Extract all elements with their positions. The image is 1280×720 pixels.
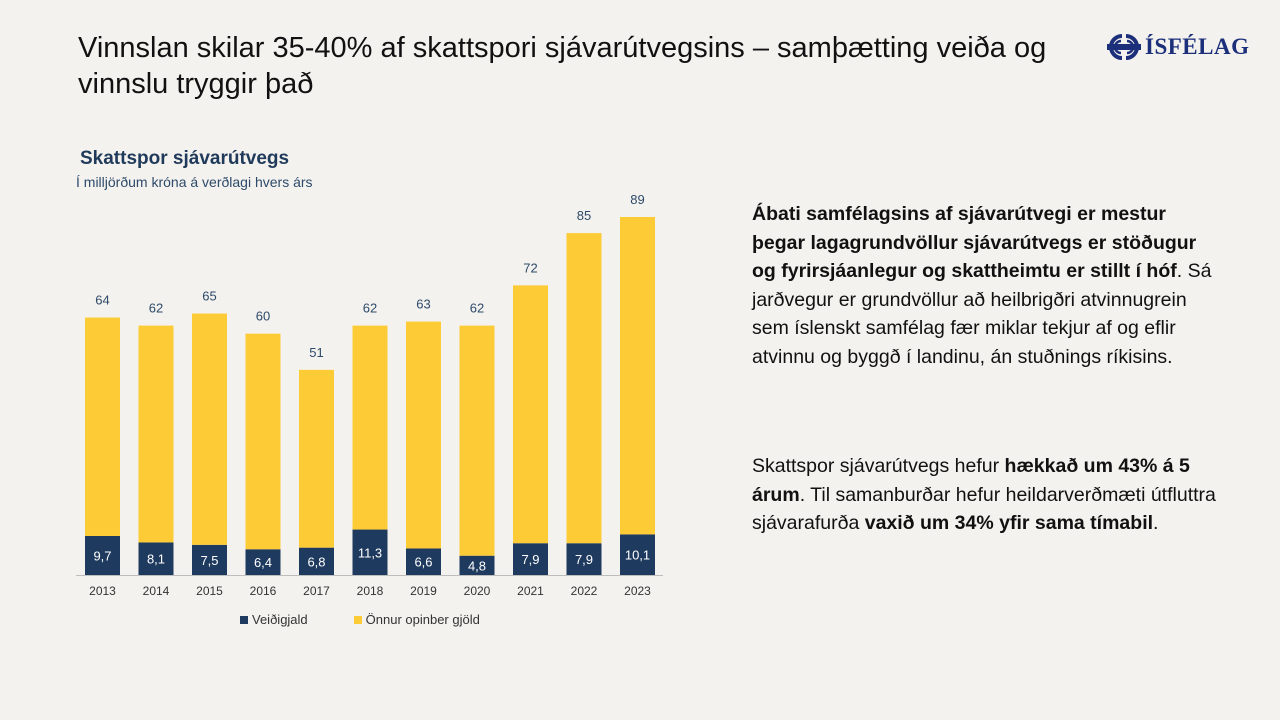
p1-run-1: . Sá jarðvegur er grundvöllur að heilbri…	[752, 260, 1212, 368]
chart-subtitle: Í milljörðum króna á verðlagi hvers árs	[76, 174, 313, 190]
chart-legend: Veiðigjald Önnur opinber gjöld	[240, 612, 526, 627]
x-tick-label-2015: 2015	[196, 584, 223, 598]
legend-item-onnur-gjold: Önnur opinber gjöld	[353, 612, 480, 627]
bar-onnur-gjold-2015	[192, 313, 227, 545]
legend-swatch-onnur-gjold	[353, 615, 362, 624]
data-label-total-2021: 72	[523, 260, 537, 275]
bar-onnur-gjold-2020	[459, 325, 495, 556]
bar-onnur-gjold-2016	[245, 333, 281, 550]
data-label-total-2023: 89	[630, 192, 644, 207]
data-label-veidigjald-2022: 7,9	[575, 552, 593, 567]
data-label-total-2019: 63	[416, 297, 430, 312]
data-label-veidigjald-2013: 9,7	[93, 548, 111, 563]
legend-item-veidigjald: Veiðigjald	[240, 612, 308, 627]
bar-veidigjald-2015	[192, 544, 227, 575]
bar-veidigjald-2019	[406, 548, 441, 575]
x-tick-label-2016: 2016	[250, 584, 277, 598]
bar-veidigjald-2017	[299, 547, 334, 575]
data-label-veidigjald-2021: 7,9	[521, 552, 539, 567]
bar-onnur-gjold-2013	[85, 317, 120, 536]
data-label-veidigjald-2023: 10,1	[625, 548, 650, 563]
data-label-total-2018: 62	[363, 301, 377, 316]
bar-veidigjald-2016	[245, 549, 281, 575]
bar-onnur-gjold-2018	[352, 325, 388, 530]
x-tick-label-2021: 2021	[517, 584, 544, 598]
bar-veidigjald-2013	[85, 535, 120, 575]
bar-veidigjald-2021	[513, 543, 548, 575]
p2-run-4: .	[1153, 512, 1159, 534]
x-tick-label-2019: 2019	[410, 584, 437, 598]
x-tick-label-2022: 2022	[571, 584, 598, 598]
slide-title: Vinnslan skilar 35-40% af skattspori sjá…	[78, 32, 1047, 100]
x-tick-label-2018: 2018	[357, 584, 384, 598]
data-label-veidigjald-2015: 7,5	[200, 553, 218, 568]
x-tick-label-2023: 2023	[624, 584, 651, 598]
legend-label-onnur-gjold: Önnur opinber gjöld	[365, 612, 480, 627]
legend-swatch-veidigjald	[240, 615, 248, 624]
data-label-veidigjald-2014: 8,1	[147, 552, 165, 567]
bar-onnur-gjold-2014	[138, 325, 174, 543]
p2-run-2: . Til samanburðar hefur heildarverðmæti …	[752, 483, 1216, 535]
bar-onnur-gjold-2019	[406, 321, 441, 549]
data-label-total-2016: 60	[256, 309, 270, 324]
p2-run-0: Skattspor sjávarútvegs hefur	[752, 455, 1005, 477]
p1-run-0: Ábati samfélagsins af sjávarútvegi er me…	[752, 203, 1197, 282]
bar-veidigjald-2023	[620, 534, 655, 575]
data-label-veidigjald-2019: 6,6	[414, 555, 432, 570]
data-label-veidigjald-2018: 11,3	[358, 545, 382, 560]
x-tick-label-2013: 2013	[89, 584, 116, 598]
bar-onnur-gjold-2017	[299, 369, 334, 548]
data-label-total-2013: 64	[95, 293, 109, 308]
bar-onnur-gjold-2023	[620, 217, 655, 535]
bar-veidigjald-2014	[138, 542, 174, 575]
bar-veidigjald-2022	[566, 543, 602, 575]
data-label-total-2022: 85	[577, 208, 591, 223]
paragraph-1: Ábati samfélagsins af sjávarútvegi er me…	[752, 200, 1222, 371]
x-tick-label-2014: 2014	[143, 584, 170, 598]
bar-veidigjald-2018	[352, 529, 388, 575]
data-label-total-2020: 62	[470, 301, 484, 316]
isfelag-emblem-icon	[1107, 34, 1141, 60]
chart-title: Skattspor sjávarútvegs	[80, 148, 290, 169]
data-label-total-2017: 51	[309, 345, 323, 360]
x-tick-label-2020: 2020	[464, 584, 491, 598]
x-tick-label-2017: 2017	[303, 584, 330, 598]
data-label-veidigjald-2020: 4,8	[468, 558, 486, 573]
data-label-total-2015: 65	[202, 289, 216, 304]
isfelag-logo: ÍSFÉLAG	[1107, 33, 1249, 61]
p2-run-3: vaxið um 34% yfir sama tímabil	[864, 512, 1154, 534]
paragraph-2: Skattspor sjávarútvegs hefur hækkað um 4…	[752, 452, 1222, 538]
data-label-veidigjald-2017: 6,8	[307, 554, 325, 569]
logo-text: ÍSFÉLAG	[1145, 34, 1250, 59]
p2-run-1: hækkað um 43% á 5 árum	[752, 455, 1190, 506]
bar-onnur-gjold-2021	[513, 285, 548, 544]
bar-onnur-gjold-2022	[566, 233, 602, 544]
legend-label-veidigjald: Veiðigjald	[252, 612, 308, 627]
data-label-veidigjald-2016: 6,4	[254, 555, 272, 570]
stacked-bar-chart: 9,7 64 2013 8,1 62 2014 7,5 65 2015 6,4 60 2016 6,8 5…	[76, 192, 663, 598]
bar-veidigjald-2020	[459, 555, 495, 575]
data-label-total-2014: 62	[149, 301, 163, 316]
